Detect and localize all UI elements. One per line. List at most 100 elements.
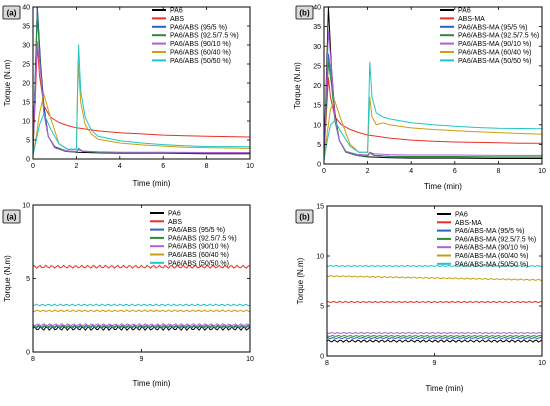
- y-tick-label: 5: [26, 138, 30, 145]
- y-tick-label: 0: [320, 354, 324, 361]
- y-tick-label: 15: [316, 204, 324, 211]
- legend-entry: ABS: [168, 219, 182, 226]
- panel-tag-label: (a): [7, 213, 17, 222]
- y-tick-label: 35: [313, 24, 321, 31]
- series-group: [33, 264, 250, 331]
- y-tick-label: 30: [313, 44, 321, 51]
- series-group: [324, 7, 542, 161]
- panel-tag: (a): [2, 5, 21, 20]
- y-tick-label: 5: [26, 276, 30, 283]
- legend-entry: PA6/ABS-MA (90/10 %): [458, 41, 531, 48]
- y-tick-label: 10: [316, 254, 324, 261]
- series-line-5: [327, 332, 542, 334]
- panel-tag: (b): [295, 5, 314, 20]
- series-line-4: [324, 61, 542, 158]
- legend-entry: PA6/ABS-MA (60/40 %): [455, 253, 528, 260]
- x-tick-label: 10: [246, 356, 254, 363]
- x-tick-label: 8: [325, 360, 329, 367]
- x-tick-label: 9: [140, 356, 144, 363]
- y-tick-label: 15: [22, 100, 30, 107]
- y-tick-label: 5: [320, 304, 324, 311]
- x-axis-title: Time (min): [424, 182, 462, 191]
- series-group: [327, 265, 542, 343]
- y-axis-title: Torque (N.m): [3, 255, 12, 302]
- y-tick-label: 5: [317, 142, 321, 149]
- y-tick-label: 0: [26, 350, 30, 357]
- series-line-3: [324, 53, 542, 158]
- legend-entry: PA6/ABS (50/50 %): [168, 260, 229, 267]
- legend-entry: PA6: [168, 211, 181, 218]
- y-tick-label: 10: [22, 119, 30, 126]
- legend-entry: ABS-MA: [455, 220, 482, 227]
- series-line-6: [33, 59, 250, 156]
- series-line-7: [33, 44, 250, 156]
- x-tick-label: 8: [205, 163, 209, 170]
- legend-entry: ABS: [170, 16, 184, 23]
- y-tick-label: 20: [22, 81, 30, 88]
- series-line-1: [327, 339, 542, 343]
- x-tick-label: 10: [246, 163, 254, 170]
- legend-entry: ABS-MA: [458, 16, 485, 23]
- legend-entry: PA6/ABS (50/50 %): [170, 58, 231, 65]
- x-tick-label: 4: [409, 168, 413, 175]
- series-line-7: [33, 303, 250, 307]
- x-axis-title: Time (min): [133, 379, 171, 388]
- legend-entry: PA6/ABS-MA (90/10 %): [455, 245, 528, 252]
- x-tick-label: 10: [538, 168, 546, 175]
- y-tick-label: 25: [22, 62, 30, 69]
- x-tick-label: 0: [31, 163, 35, 170]
- series-line-4: [33, 14, 250, 154]
- legend-entry: PA6: [458, 8, 471, 15]
- series-line-7: [327, 265, 542, 267]
- legend-entry: PA6: [455, 212, 468, 219]
- chart-panel-2: 0 2 4 6 8 10 0 5 10 15 20 25 30 35 40 Time (min) Torque …: [293, 5, 546, 192]
- legend-entry: PA6/ABS-MA (60/40 %): [458, 50, 531, 57]
- legend-entry: PA6/ABS (90/10 %): [168, 244, 229, 251]
- x-axis-title: Time (min): [426, 384, 464, 393]
- legend-entry: PA6/ABS-MA (50/50 %): [455, 261, 528, 268]
- y-tick-label: 0: [26, 157, 30, 164]
- legend-entry: PA6/ABS-MA (92.5/7.5 %): [455, 236, 536, 243]
- series-line-5: [33, 323, 250, 327]
- x-tick-label: 8: [496, 168, 500, 175]
- legend-entry: PA6/ABS (92.5/7.5 %): [168, 235, 237, 242]
- series-line-6: [324, 96, 542, 161]
- legend-entry: PA6/ABS (95/5 %): [170, 24, 227, 31]
- series-line-7: [324, 61, 542, 161]
- y-tick-label: 0: [317, 162, 321, 169]
- y-tick-label: 25: [313, 63, 321, 70]
- panel-tag-box: [2, 5, 21, 20]
- legend-entry: PA6/ABS (92.5/7.5 %): [170, 33, 239, 40]
- legend-entry: PA6: [170, 8, 183, 15]
- series-line-3: [327, 336, 542, 340]
- series-line-5: [324, 30, 542, 157]
- x-tick-label: 8: [31, 356, 35, 363]
- panel-tag: (b): [295, 209, 314, 224]
- panel-tag-label: (b): [299, 213, 310, 222]
- y-tick-label: 10: [22, 203, 30, 210]
- y-axis-title: Torque (N.m): [3, 59, 12, 106]
- panel-tag-label: (a): [7, 9, 17, 18]
- legend-entry: PA6/ABS (60/40 %): [168, 252, 229, 259]
- legend-entry: PA6/ABS (95/5 %): [168, 227, 225, 234]
- panel-tag: (a): [2, 209, 21, 224]
- legend-entry: PA6/ABS (90/10 %): [170, 41, 231, 48]
- panel-tag-box: [295, 5, 314, 20]
- x-axis-title: Time (min): [133, 179, 171, 188]
- legend-entry: PA6/ABS-MA (92.5/7.5 %): [458, 33, 539, 40]
- x-tick-label: 6: [453, 168, 457, 175]
- y-tick-label: 10: [313, 122, 321, 129]
- series-line-6: [327, 275, 542, 281]
- y-tick-label: 35: [22, 24, 30, 31]
- y-axis-title: Torque (N.m): [293, 62, 302, 109]
- x-tick-label: 10: [538, 360, 546, 367]
- series-line-4: [33, 324, 250, 328]
- y-tick-label: 15: [313, 103, 321, 110]
- chart-panel-4: 8 9 10 0 5 10 15 Time (min) Torque (N.m) PA6ABS-M…: [295, 204, 546, 393]
- y-tick-label: 30: [22, 43, 30, 50]
